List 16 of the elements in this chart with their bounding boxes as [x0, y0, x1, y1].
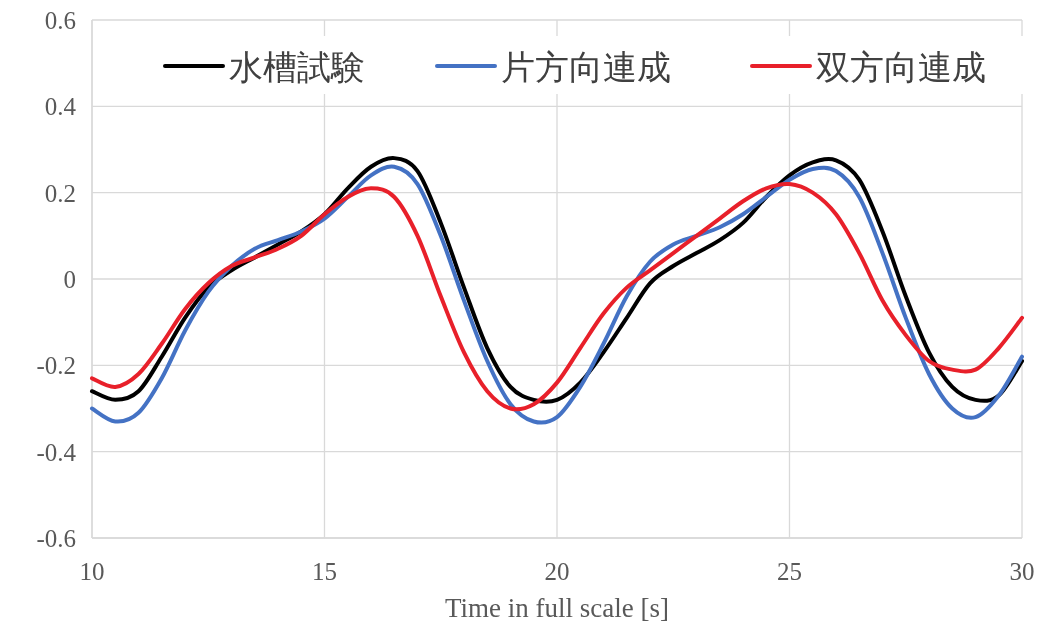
y-tick-label: 0.4	[44, 93, 77, 121]
y-tick-label: -0.6	[36, 525, 76, 552]
y-tick-label: -0.2	[36, 352, 76, 380]
y-tick-label: 0	[63, 266, 76, 293]
y-tick-label: 0.2	[44, 179, 76, 207]
x-tick-label: 10	[79, 558, 105, 585]
y-tick-label: -0.4	[36, 438, 77, 466]
legend-label: 水槽試験	[229, 47, 365, 87]
x-tick-label: 30	[1009, 558, 1035, 585]
x-tick-label: 20	[544, 558, 570, 585]
x-tick-label: 15	[312, 558, 337, 585]
x-tick-label: 25	[777, 558, 802, 585]
y-tick-label: 0.6	[44, 7, 76, 34]
x-axis-title: Time in full scale [s]	[445, 593, 669, 623]
legend-label: 双方向連成	[816, 47, 986, 87]
legend-label: 片方向連成	[501, 47, 671, 87]
